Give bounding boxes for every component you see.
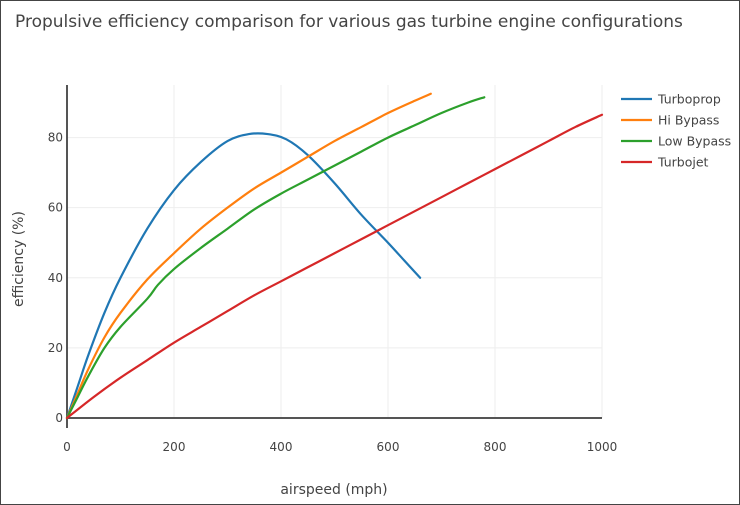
x-tick-label-400: 400 xyxy=(270,440,293,454)
tick-layer: 0 200 400 600 800 1000 0 20 40 60 80 xyxy=(48,131,618,454)
y-tick-label-80: 80 xyxy=(48,131,63,145)
y-tick-label-20: 20 xyxy=(48,341,63,355)
legend-item-hi-bypass[interactable]: Hi Bypass xyxy=(621,113,719,128)
legend-label-turbojet: Turbojet xyxy=(657,155,709,170)
y-tick-label-40: 40 xyxy=(48,271,63,285)
series-layer xyxy=(65,92,604,420)
legend-item-turboprop[interactable]: Turboprop xyxy=(621,92,721,107)
axis-layer xyxy=(66,85,602,428)
legend-label-turboprop: Turboprop xyxy=(657,92,721,107)
legend-item-low-bypass[interactable]: Low Bypass xyxy=(621,134,731,149)
x-tick-label-200: 200 xyxy=(163,440,186,454)
x-tick-label-1000: 1000 xyxy=(587,440,618,454)
x-tick-label-800: 800 xyxy=(484,440,507,454)
series-line-turboprop[interactable] xyxy=(65,132,422,420)
x-axis-title: airspeed (mph) xyxy=(280,482,387,498)
x-tick-label-600: 600 xyxy=(377,440,400,454)
y-axis-title: efficiency (%) xyxy=(11,211,27,307)
x-tick-label-0: 0 xyxy=(63,440,71,454)
series-line-turbojet[interactable] xyxy=(65,113,604,420)
grid-layer xyxy=(67,85,603,418)
chart-title: Propulsive efficiency comparison for var… xyxy=(15,12,683,32)
y-tick-label-0: 0 xyxy=(55,411,63,425)
legend[interactable]: Turboprop Hi Bypass Low Bypass Turbojet xyxy=(621,92,731,170)
legend-label-hi-bypass: Hi Bypass xyxy=(658,113,719,128)
series-line-low-bypass[interactable] xyxy=(65,96,486,420)
legend-item-turbojet[interactable]: Turbojet xyxy=(621,155,709,170)
legend-label-low-bypass: Low Bypass xyxy=(658,134,731,149)
series-line-hi-bypass[interactable] xyxy=(65,92,432,420)
y-tick-label-60: 60 xyxy=(48,201,63,215)
